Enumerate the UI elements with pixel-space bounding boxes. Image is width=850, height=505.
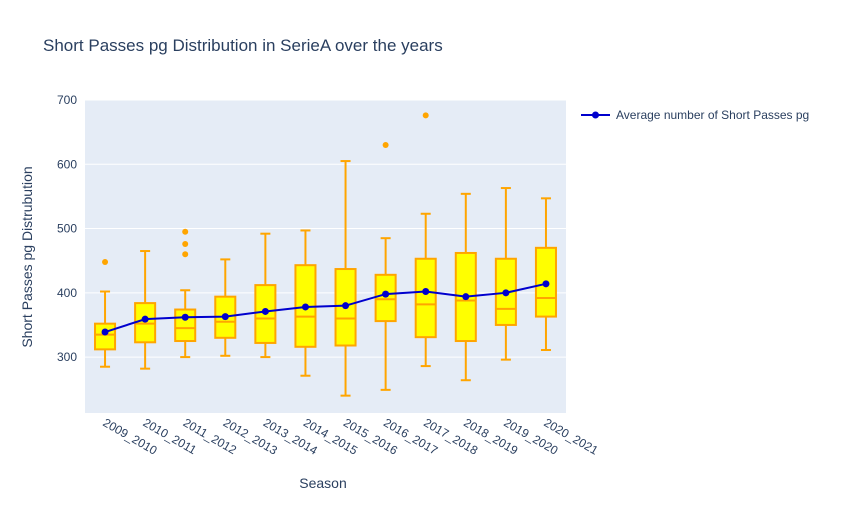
outlier-point: [182, 228, 189, 235]
average-point-2009_2010: [101, 328, 109, 336]
legend-entry-average: Average number of Short Passes pg: [616, 108, 809, 122]
average-point-2017_2018: [422, 288, 430, 296]
average-point-2020_2021: [542, 280, 550, 288]
y-tick-label-400: 400: [57, 286, 77, 300]
legend-marker-swatch: [592, 111, 599, 119]
average-point-2015_2016: [342, 302, 350, 310]
average-point-2013_2014: [261, 307, 269, 315]
average-point-2011_2012: [181, 313, 189, 321]
box-iqr: [94, 322, 117, 351]
box-2016_2017: [374, 141, 397, 391]
x-axis-ticks: 2009_20102010_20112011_20122012_20132013…: [101, 415, 601, 457]
box-iqr: [374, 273, 397, 323]
box-2010_2011: [134, 250, 157, 370]
average-line: [104, 282, 547, 333]
average-line-series: [101, 280, 550, 336]
average-point-2010_2011: [141, 315, 149, 323]
average-point-2019_2020: [502, 289, 510, 297]
y-tick-label-500: 500: [57, 222, 77, 236]
box-iqr: [414, 257, 437, 339]
outlier-point: [182, 251, 189, 258]
average-point-2018_2019: [462, 293, 470, 301]
outlier-point: [382, 141, 389, 148]
outlier-point: [102, 258, 109, 265]
y-tick-label-600: 600: [57, 157, 77, 171]
x-axis-label: Season: [299, 475, 346, 491]
y-axis-label: Short Passes pg Distrubution: [19, 166, 35, 347]
average-point-2012_2013: [221, 313, 229, 321]
box-2017_2018: [414, 112, 437, 368]
outlier-point: [182, 240, 189, 247]
legend[interactable]: Average number of Short Passes pg: [581, 108, 809, 122]
chart-title: Short Passes pg Distribution in SerieA o…: [43, 36, 443, 55]
outlier-point: [422, 112, 429, 119]
gridlines: [85, 99, 566, 358]
y-tick-label-300: 300: [57, 350, 77, 364]
average-point-2016_2017: [382, 290, 390, 298]
y-tick-label-700: 700: [57, 93, 77, 107]
y-axis-ticks: 300 400 500 600 700: [57, 93, 77, 364]
plot-background: [85, 100, 566, 413]
average-point-2014_2015: [301, 303, 309, 311]
